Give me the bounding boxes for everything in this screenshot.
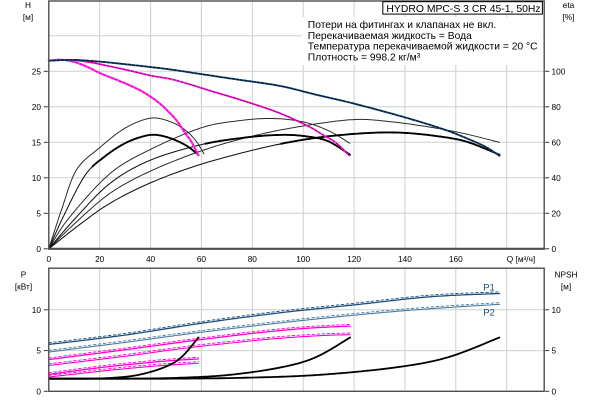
svg-text:140: 140: [398, 254, 412, 264]
svg-text:[м]: [м]: [561, 281, 571, 291]
svg-text:HYDRO MPC-S 3 CR 45-1, 50Hz: HYDRO MPC-S 3 CR 45-1, 50Hz: [386, 4, 540, 15]
svg-text:40: 40: [146, 254, 156, 264]
svg-text:10: 10: [552, 305, 562, 315]
svg-text:0: 0: [552, 386, 557, 396]
svg-text:20: 20: [552, 208, 562, 218]
svg-text:NPSH: NPSH: [554, 270, 577, 280]
svg-text:20: 20: [32, 102, 42, 112]
svg-text:5: 5: [36, 346, 41, 356]
svg-text:P: P: [21, 270, 27, 280]
svg-text:20: 20: [95, 254, 105, 264]
svg-text:Плотность = 998.2 кг/м³: Плотность = 998.2 кг/м³: [308, 52, 421, 63]
svg-text:100: 100: [552, 66, 566, 76]
svg-text:Q [м³/ч]: Q [м³/ч]: [507, 254, 535, 264]
svg-text:Потери на фитингах и клапанах: Потери на фитингах и клапанах не вкл.: [308, 19, 496, 31]
svg-text:P1: P1: [483, 283, 495, 294]
svg-text:[кВт]: [кВт]: [15, 281, 32, 291]
svg-text:0: 0: [36, 386, 41, 396]
svg-text:5: 5: [36, 208, 41, 218]
svg-text:40: 40: [552, 173, 562, 183]
svg-text:Перекачиваемая жидкость = Вода: Перекачиваемая жидкость = Вода: [308, 31, 472, 42]
svg-text:0: 0: [46, 254, 51, 264]
svg-text:10: 10: [32, 173, 42, 183]
svg-text:80: 80: [552, 102, 562, 112]
svg-text:25: 25: [32, 66, 42, 76]
svg-text:80: 80: [248, 254, 258, 264]
svg-text:5: 5: [552, 346, 557, 356]
svg-text:eta: eta: [563, 0, 575, 10]
svg-text:[м]: [м]: [23, 12, 33, 22]
svg-text:15: 15: [32, 137, 42, 147]
svg-text:Температура перекачиваемой жид: Температура перекачиваемой жидкости = 20…: [308, 42, 538, 53]
svg-text:60: 60: [197, 254, 207, 264]
svg-text:160: 160: [449, 254, 463, 264]
svg-text:0: 0: [552, 244, 557, 254]
svg-text:P2: P2: [483, 308, 495, 319]
svg-text:120: 120: [347, 254, 361, 264]
svg-text:60: 60: [552, 137, 562, 147]
svg-text:100: 100: [296, 254, 310, 264]
svg-text:H: H: [25, 0, 31, 10]
svg-text:0: 0: [36, 244, 41, 254]
svg-text:10: 10: [32, 305, 42, 315]
svg-text:[%]: [%]: [563, 12, 575, 22]
